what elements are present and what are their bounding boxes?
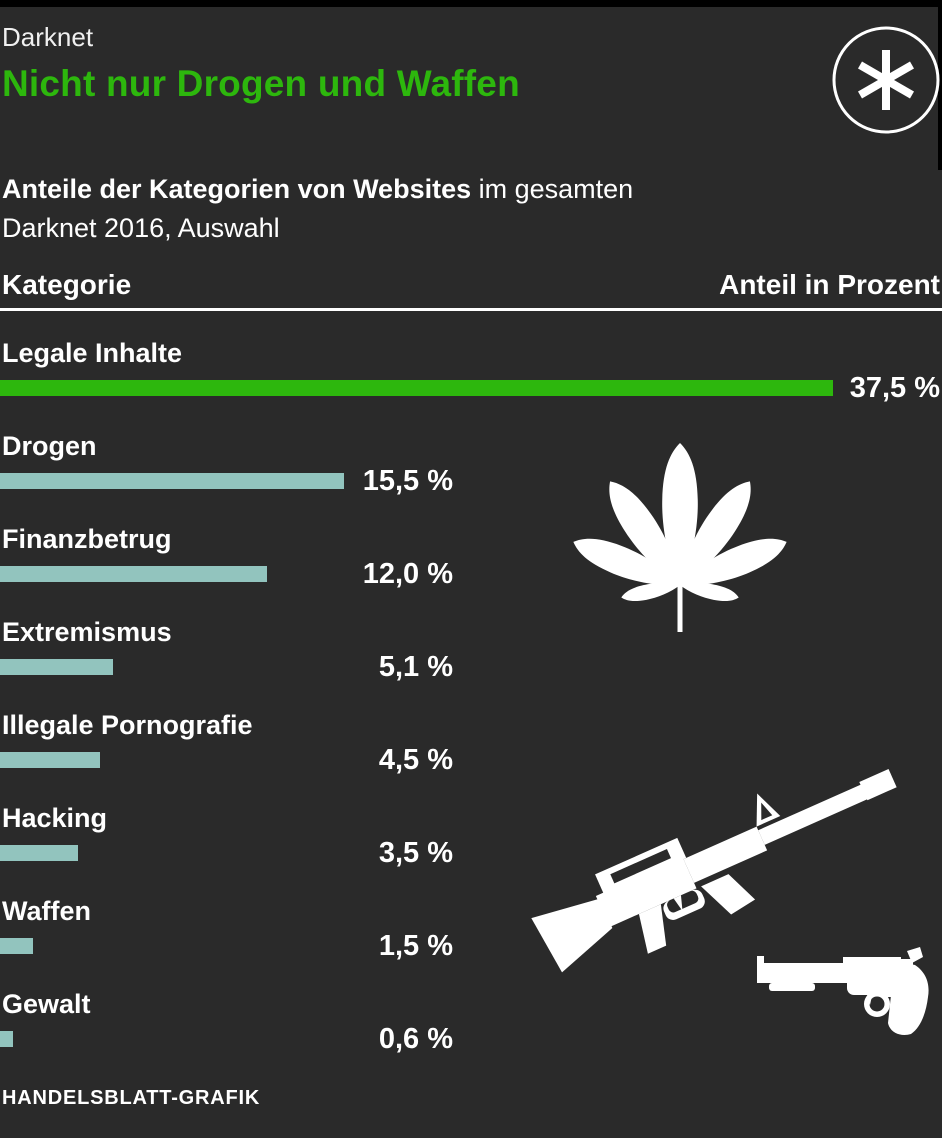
table-row: Finanzbetrug 12,0 %	[0, 524, 942, 616]
table-row: Legale Inhalte 37,5 %	[0, 338, 942, 430]
rifle-icon	[531, 768, 897, 973]
source-credit: HANDELSBLATT-GRAFIK	[2, 1087, 261, 1109]
value-label: 37,5 %	[849, 372, 940, 404]
value-label: 4,5 %	[378, 744, 453, 776]
page-title: Nicht nur Drogen und Waffen	[2, 63, 520, 104]
subtitle: Anteile der Kategorien von Websites im g…	[2, 170, 633, 248]
asterisk-icon	[832, 26, 940, 134]
column-header-category: Kategorie	[2, 269, 132, 300]
table-row: Drogen 15,5 %	[0, 431, 942, 523]
table-row: Gewalt 0,6 %	[0, 989, 942, 1081]
category-label: Finanzbetrug	[2, 524, 172, 554]
category-label: Legale Inhalte	[2, 338, 183, 368]
value-label: 1,5 %	[378, 930, 453, 962]
subtitle-line1: Anteile der Kategorien von Websites im g…	[2, 170, 633, 209]
table-row: Illegale Pornografie 4,5 %	[0, 710, 942, 802]
column-header-share: Anteil in Prozent	[719, 269, 940, 300]
category-label: Gewalt	[2, 989, 91, 1019]
category-label: Waffen	[2, 896, 91, 926]
bar	[0, 938, 33, 954]
bar	[0, 752, 100, 768]
table-row: Extremismus 5,1 %	[0, 617, 942, 709]
category-label: Extremismus	[2, 617, 172, 647]
value-label: 15,5 %	[362, 465, 453, 497]
category-label: Hacking	[2, 803, 108, 833]
right-border	[938, 0, 942, 170]
bar	[0, 659, 113, 675]
subtitle-bold: Anteile der Kategorien von Websites	[2, 174, 472, 204]
header-divider	[0, 308, 942, 311]
subtitle-rest: im gesamten	[471, 174, 634, 204]
table-row: Hacking 3,5 %	[0, 803, 942, 895]
table-row: Waffen 1,5 %	[0, 896, 942, 988]
top-border	[0, 0, 942, 7]
bar	[0, 473, 344, 489]
bar	[0, 566, 267, 582]
value-label: 3,5 %	[378, 837, 453, 869]
category-label: Drogen	[2, 431, 97, 461]
value-label: 5,1 %	[378, 651, 453, 683]
bar	[0, 845, 78, 861]
subtitle-line2: Darknet 2016, Auswahl	[2, 213, 280, 243]
kicker: Darknet	[2, 22, 94, 52]
value-label: 0,6 %	[378, 1023, 453, 1055]
revolver-icon	[757, 947, 929, 1035]
bar	[0, 1031, 13, 1047]
category-label: Illegale Pornografie	[2, 710, 253, 740]
value-label: 12,0 %	[362, 558, 453, 590]
bar	[0, 380, 833, 396]
cannabis-leaf-icon	[573, 443, 787, 632]
